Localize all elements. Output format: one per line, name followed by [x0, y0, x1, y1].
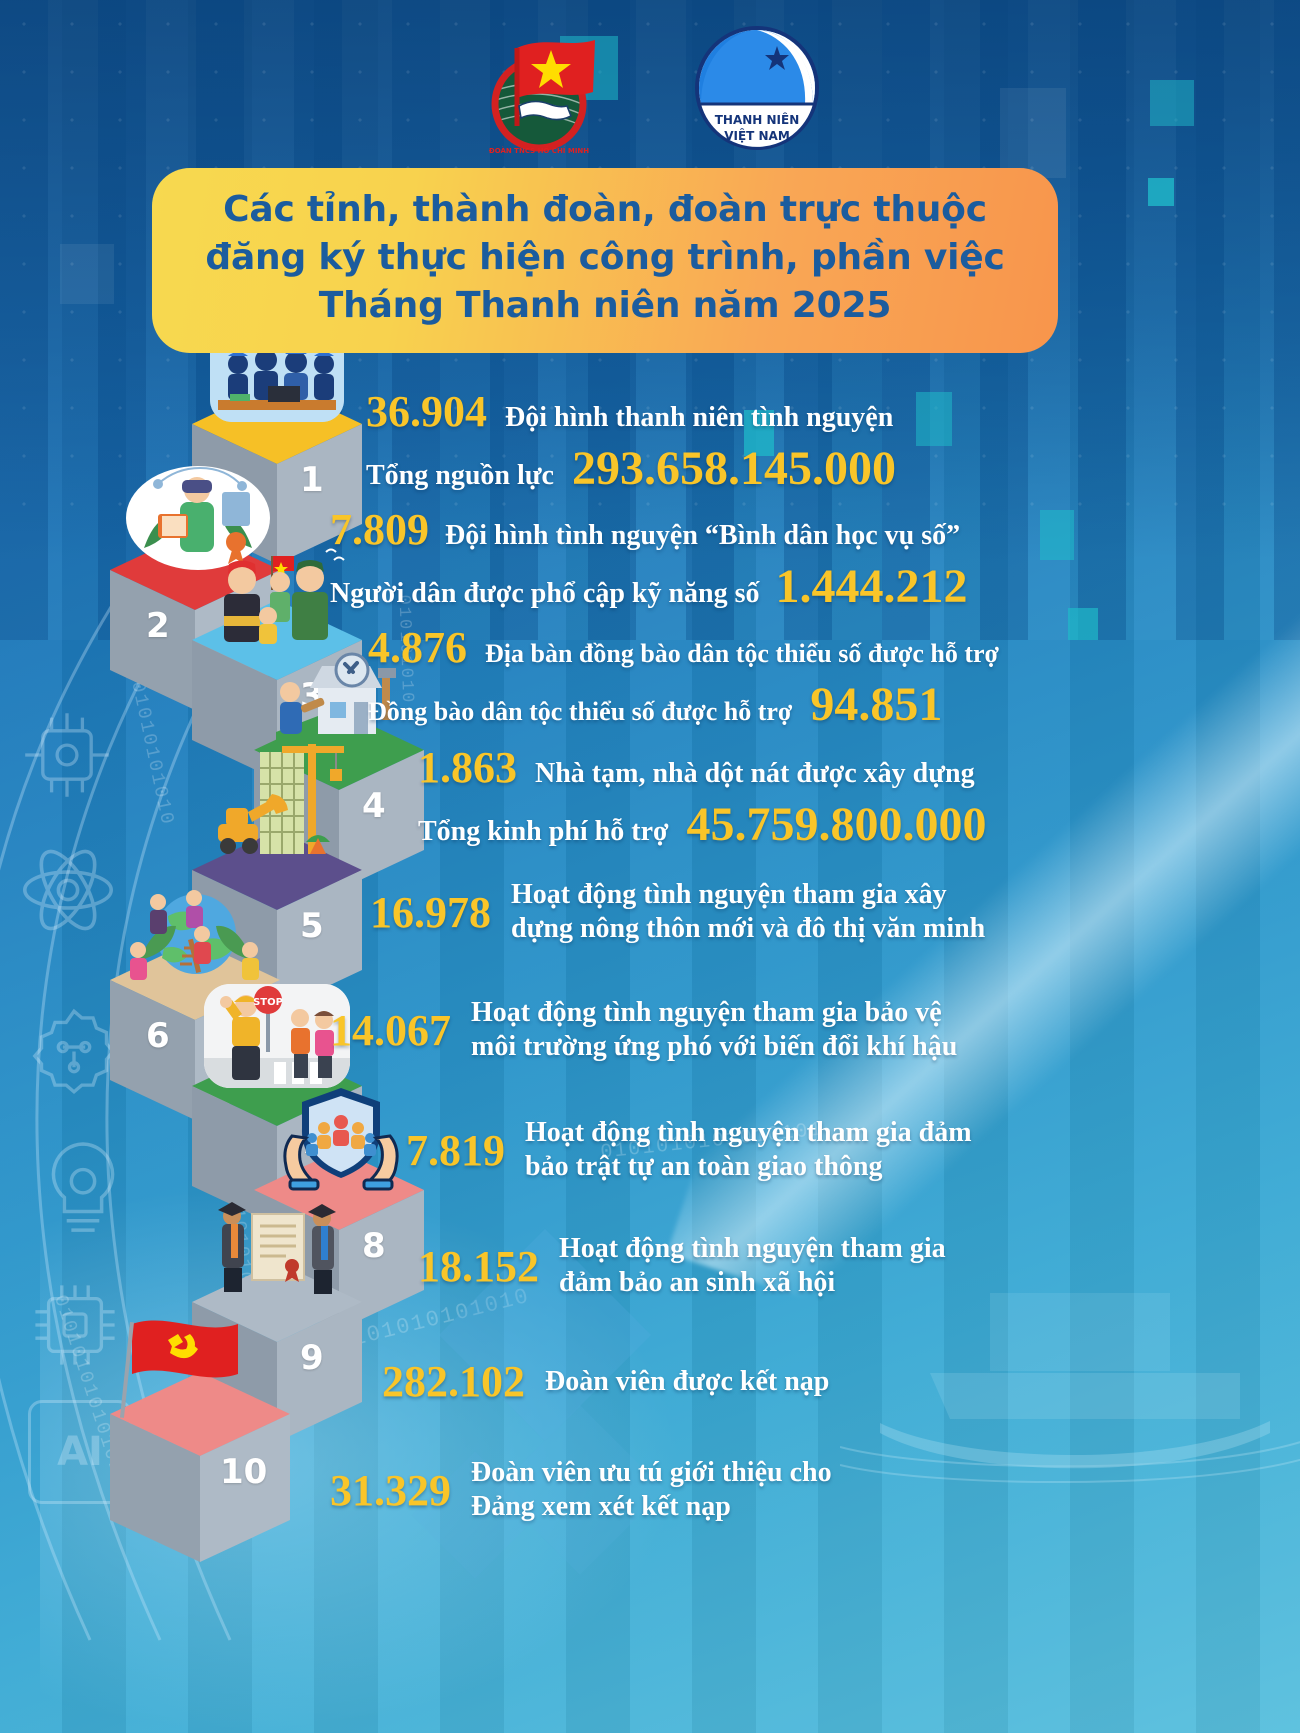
- stat-label: Đội hình tình nguyện “Bình dân học vụ số…: [445, 520, 961, 551]
- digital-literacy-icon: [118, 456, 278, 576]
- stat-label: Hoạt động tình nguyện tham gia: [559, 1233, 946, 1264]
- title-line-1: Các tỉnh, thành đoàn, đoàn trực thuộc: [223, 189, 987, 230]
- stat-number: 7.819: [406, 1125, 505, 1175]
- stat-line: Tổng nguồn lực 293.658.145.000: [366, 441, 896, 496]
- stat-label-block: Hoạt động tình nguyện tham gia xây dựng …: [511, 878, 985, 946]
- circuit-chip-icon: [25, 713, 109, 797]
- accent-square: [1150, 80, 1194, 126]
- stat-number: 14.067: [330, 1005, 451, 1055]
- stat-number: 16.978: [370, 887, 491, 937]
- doan-tncs-ho-chi-minh-logo: ĐOÀN TNCS HỒ CHÍ MINH: [473, 18, 613, 158]
- svg-text:STOP: STOP: [253, 997, 283, 1008]
- stat-row-5: 16.978 Hoạt động tình nguyện tham gia xâ…: [370, 878, 985, 946]
- ethnic-minority-family-icon: [206, 538, 348, 644]
- stat-row-9: 282.102 Đoàn viên được kết nạp: [382, 1356, 829, 1407]
- stat-row-4: 1.863 Nhà tạm, nhà dột nát được xây dựng…: [418, 742, 987, 852]
- gear-circuit-icon: [32, 1008, 116, 1095]
- step-number: 8: [362, 1226, 386, 1266]
- svg-text:ĐOÀN TNCS HỒ CHÍ MINH: ĐOÀN TNCS HỒ CHÍ MINH: [489, 145, 589, 155]
- stat-label: Đảng xem xét kết nạp: [471, 1491, 731, 1523]
- stat-label: dựng nông thôn mới và đô thị văn minh: [511, 913, 986, 945]
- step-number: 10: [220, 1452, 268, 1492]
- stat-label-block: Hoạt động tình nguyện tham gia đảm bảo t…: [525, 1116, 972, 1184]
- step-number: 9: [300, 1338, 324, 1378]
- stat-line: Tổng kinh phí hỗ trợ 45.759.800.000: [418, 797, 987, 852]
- stat-label: Tổng nguồn lực: [366, 460, 554, 491]
- staircase: 1: [0, 0, 430, 1733]
- stat-label-block: Hoạt động tình nguyện tham gia bảo vệ mô…: [471, 996, 957, 1064]
- stat-number: 293.658.145.000: [571, 442, 896, 495]
- stat-number: 4.876: [368, 623, 467, 672]
- title-line-3: Tháng Thanh niên năm 2025: [318, 285, 892, 327]
- stat-label: Địa bàn đồng bào dân tộc thiểu số được h…: [485, 639, 999, 668]
- traffic-safety-icon: STOP: [204, 984, 350, 1088]
- stat-label: Hoạt động tình nguyện tham gia đảm: [525, 1117, 972, 1148]
- stat-row-3: 4.876 Địa bàn đồng bào dân tộc thiểu số …: [368, 622, 999, 732]
- title-line-2: đăng ký thực hiện công trình, phần việc: [205, 237, 1005, 279]
- stat-label: đảm bảo an sinh xã hội: [559, 1267, 836, 1299]
- stat-label: Hoạt động tình nguyện tham gia xây: [511, 879, 947, 910]
- stat-label: Tổng kinh phí hỗ trợ: [418, 816, 669, 847]
- stat-row-6: 14.067 Hoạt động tình nguyện tham gia bả…: [330, 996, 957, 1064]
- stat-label: Đội hình thanh niên tình nguyện: [505, 402, 894, 433]
- stat-number: 31.329: [330, 1465, 451, 1515]
- stat-label: Đoàn viên ưu tú giới thiệu cho: [471, 1457, 832, 1488]
- stat-number: 1.444.212: [775, 560, 968, 613]
- stat-label: Người dân được phổ cập kỹ năng số: [330, 578, 760, 609]
- accent-square: [1148, 178, 1174, 206]
- stat-number: 18.152: [418, 1241, 539, 1291]
- stat-number: 36.904: [366, 387, 487, 436]
- step-number: 6: [146, 1016, 170, 1056]
- stat-row-1: 36.904 Đội hình thanh niên tình nguyện T…: [366, 386, 896, 496]
- logo-row: ĐOÀN TNCS HỒ CHÍ MINH THANH NIÊN VIỆT NA…: [0, 18, 1300, 158]
- atom-icon: [23, 849, 113, 931]
- page-title: Các tỉnh, thành đoàn, đoàn trực thuộc đă…: [152, 168, 1058, 353]
- stat-row-8: 18.152 Hoạt động tình nguyện tham gia đả…: [418, 1232, 946, 1300]
- stat-number: 7.809: [330, 505, 429, 554]
- stat-line: 36.904 Đội hình thanh niên tình nguyện: [366, 386, 896, 437]
- construction-crane-icon: [208, 738, 350, 870]
- lightbulb-gear-icon: [51, 1142, 115, 1232]
- stat-number: 45.759.800.000: [686, 798, 987, 851]
- stat-label: Hoạt động tình nguyện tham gia bảo vệ: [471, 997, 942, 1028]
- svg-text:VIỆT NAM: VIỆT NAM: [724, 128, 790, 143]
- step-number: 1: [300, 460, 324, 500]
- step-number: 5: [300, 906, 324, 946]
- cpu-chip-icon: [35, 1285, 115, 1365]
- communist-party-flag-icon: [106, 1312, 256, 1428]
- accent-square: [1000, 88, 1066, 178]
- stat-label: Nhà tạm, nhà dột nát được xây dựng: [535, 758, 975, 789]
- social-protection-shield-icon: [268, 1084, 414, 1194]
- stat-number: 94.851: [810, 678, 943, 731]
- stat-line: Đồng bào dân tộc thiểu số được hỗ trợ 94…: [368, 677, 999, 732]
- stat-row-10: 31.329 Đoàn viên ưu tú giới thiệu cho Đả…: [330, 1456, 832, 1524]
- stat-row-7: 7.819 Hoạt động tình nguyện tham gia đảm…: [406, 1116, 972, 1184]
- thanh-nien-viet-nam-logo: THANH NIÊN VIỆT NAM: [687, 18, 827, 158]
- stat-number: 282.102: [382, 1357, 525, 1406]
- stat-line: Người dân được phổ cập kỹ năng số 1.444.…: [330, 559, 968, 614]
- green-earth-icon: [116, 864, 276, 986]
- accent-square: [744, 410, 774, 456]
- stat-label: Đoàn viên được kết nạp: [545, 1365, 830, 1397]
- step-number: 2: [146, 606, 170, 646]
- stat-label-block: Hoạt động tình nguyện tham gia đảm bảo a…: [559, 1232, 946, 1300]
- stat-line: 4.876 Địa bàn đồng bào dân tộc thiểu số …: [368, 622, 999, 673]
- stat-row-2: 7.809 Đội hình tình nguyện “Bình dân học…: [330, 504, 968, 614]
- accent-square: [60, 244, 114, 304]
- stat-label: bảo trật tự an toàn giao thông: [525, 1151, 883, 1183]
- stat-number: 1.863: [418, 743, 517, 792]
- boat-illustration: [840, 1293, 1300, 1483]
- step-number: 4: [362, 786, 386, 826]
- stat-label-block: Đoàn viên ưu tú giới thiệu cho Đảng xem …: [471, 1456, 832, 1524]
- accent-square: [916, 392, 952, 446]
- graduates-certificate-icon: [200, 1186, 354, 1306]
- house-repair-icon: [260, 646, 410, 754]
- stat-line: 7.809 Đội hình tình nguyện “Bình dân học…: [330, 504, 968, 555]
- stat-line: 1.863 Nhà tạm, nhà dột nát được xây dựng: [418, 742, 987, 793]
- stat-label: môi trường ứng phó với biến đổi khí hậu: [471, 1031, 958, 1063]
- stat-label: Đồng bào dân tộc thiểu số được hỗ trợ: [368, 697, 793, 726]
- svg-text:THANH NIÊN: THANH NIÊN: [715, 112, 800, 127]
